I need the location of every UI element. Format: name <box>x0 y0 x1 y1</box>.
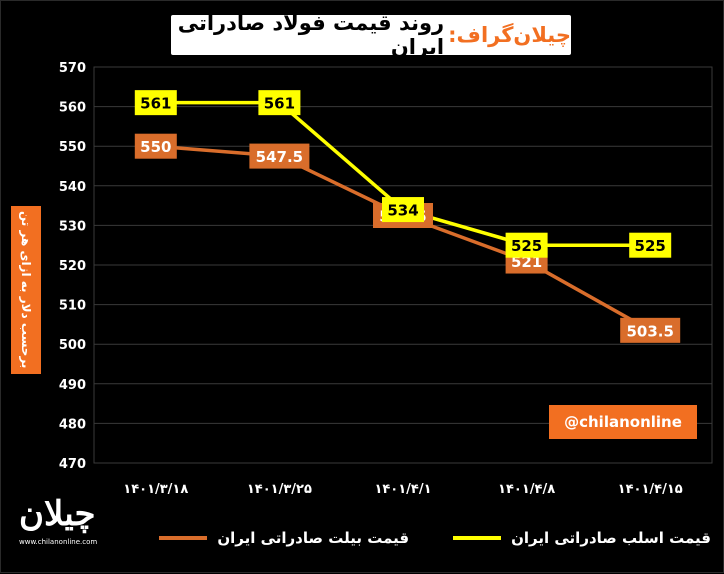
data-label-billet: 547.5 <box>256 148 303 166</box>
y-tick-label: 490 <box>59 378 86 393</box>
x-tick-label: ۱۴۰۱/۳/۲۵ <box>247 482 312 497</box>
title-text: روند قیمت فولاد صادراتی ایران <box>177 11 445 59</box>
data-label-billet: 503.5 <box>626 322 673 340</box>
y-tick-label: 480 <box>59 417 86 432</box>
y-tick-label: 570 <box>59 61 86 76</box>
legend: قیمت اسلب صادراتی ایران قیمت بیلت صادرات… <box>151 523 711 553</box>
legend-swatch-slab <box>453 536 502 540</box>
data-label-box-billet <box>134 133 177 159</box>
data-label-slab: 534 <box>387 202 418 220</box>
social-handle-badge: @chilanonline <box>549 405 697 439</box>
data-label-slab: 561 <box>264 95 295 113</box>
data-label-slab: 561 <box>140 95 171 113</box>
logo-mark: چیلان <box>19 494 98 534</box>
legend-label-slab: قیمت اسلب صادراتی ایران <box>511 529 711 547</box>
x-tick-label: ۱۴۰۱/۳/۱۸ <box>123 482 188 497</box>
x-tick-label: ۱۴۰۱/۴/۱ <box>374 482 431 497</box>
title-brand: چیلان‌گراف <box>456 23 571 47</box>
x-tick-label: ۱۴۰۱/۴/۱۵ <box>618 482 683 497</box>
legend-entry-billet: قیمت بیلت صادراتی ایران <box>159 529 409 547</box>
social-handle: @chilanonline <box>564 413 682 431</box>
data-label-box-billet <box>249 143 310 169</box>
y-tick-label: 470 <box>59 457 86 472</box>
y-tick-label: 540 <box>59 180 86 195</box>
data-label-box-slab <box>505 232 548 258</box>
legend-entry-slab: قیمت اسلب صادراتی ایران <box>453 529 711 547</box>
plot-frame <box>93 66 713 464</box>
y-tick-label: 560 <box>59 101 86 116</box>
chart-title: چیلان‌گراف: روند قیمت فولاد صادراتی ایران <box>171 11 571 59</box>
logo-url: www.chilanonline.com <box>19 538 98 546</box>
data-label-box-slab <box>134 90 177 116</box>
y-tick-label: 510 <box>59 299 86 314</box>
legend-label-billet: قیمت بیلت صادراتی ایران <box>217 529 410 547</box>
data-label-box-slab <box>629 232 672 258</box>
x-tick-label: ۱۴۰۱/۴/۸ <box>498 482 555 497</box>
data-label-slab: 525 <box>635 237 666 255</box>
y-tick-label: 500 <box>59 338 86 353</box>
data-label-box-slab <box>258 90 301 116</box>
series-line-billet <box>155 144 652 332</box>
data-label-box-billet <box>620 317 681 343</box>
y-tick-label: 520 <box>59 259 86 274</box>
legend-swatch-billet <box>159 536 208 540</box>
data-label-billet: 550 <box>140 138 171 156</box>
y-tick-label: 550 <box>59 140 86 155</box>
y-axis-label: برحسب دلار به ازای هر تن <box>19 211 33 369</box>
title-colon: : <box>448 23 457 47</box>
data-label-box-slab <box>382 197 424 223</box>
chilan-logo: چیلان www.chilanonline.com <box>19 494 139 554</box>
y-axis-label-box: برحسب دلار به ازای هر تن <box>11 206 41 374</box>
data-label-slab: 525 <box>511 237 542 255</box>
y-tick-label: 530 <box>59 219 86 234</box>
